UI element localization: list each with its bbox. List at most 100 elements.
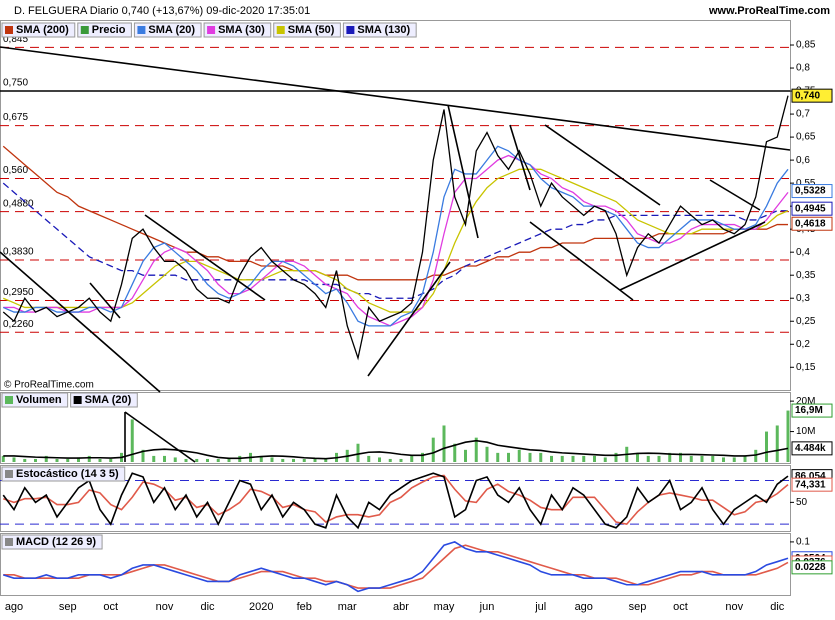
- last-value-label: 0,4945: [795, 203, 826, 214]
- last-value-label: 0.0228: [795, 562, 826, 573]
- bar: [324, 458, 328, 462]
- y-tick-label: 0,7: [796, 109, 810, 120]
- trend-line: [619, 221, 766, 291]
- legend-label: SMA (50): [288, 24, 335, 36]
- panel-frames: [0, 20, 791, 596]
- x-tick-label: dic: [770, 601, 785, 613]
- series-line: [2, 145, 789, 327]
- bar: [646, 455, 650, 462]
- legend-swatch: [5, 396, 13, 404]
- legend-box: [342, 22, 417, 38]
- y-tick-label: 0,4: [796, 247, 810, 258]
- bar: [152, 455, 156, 462]
- bar: [496, 452, 500, 462]
- legend-box: [273, 22, 341, 38]
- x-tick-label: sep: [59, 601, 77, 613]
- bar: [227, 458, 231, 462]
- bar: [184, 458, 188, 462]
- bar: [421, 452, 424, 462]
- bar: [302, 458, 306, 462]
- bar: [431, 437, 435, 462]
- bar: [281, 458, 285, 462]
- bar: [786, 410, 790, 462]
- bar: [55, 458, 59, 462]
- bar: [485, 446, 489, 462]
- x-tick-label: nov: [725, 601, 743, 613]
- legend-label: SMA (30): [218, 24, 265, 36]
- bar: [378, 457, 381, 462]
- legend-label: SMA (20): [85, 394, 132, 406]
- bar: [668, 452, 672, 462]
- legend-label: SMA (200): [16, 24, 69, 36]
- legend-item: Estocástico (14 3 5): [1, 466, 126, 482]
- bar: [98, 458, 102, 462]
- bar: [44, 455, 48, 462]
- legend-item: SMA (200): [1, 22, 76, 38]
- trend-line: [0, 251, 161, 393]
- x-tick-label: jun: [479, 601, 495, 613]
- last-value-box: [791, 216, 833, 231]
- x-tick-label: 2020: [249, 601, 273, 613]
- macd-frame: [0, 533, 791, 596]
- legend-item: MACD (12 26 9): [1, 534, 103, 550]
- bar: [206, 458, 209, 462]
- legend-label: Precio: [92, 24, 126, 36]
- y-tick-label: 0,8: [796, 63, 810, 74]
- bar: [292, 458, 295, 462]
- legend-label: MACD (12 26 9): [16, 536, 96, 548]
- last-value-label: 74,331: [795, 479, 826, 490]
- legend-box: [1, 392, 69, 408]
- trend-lines: [0, 46, 791, 463]
- bar: [356, 443, 360, 462]
- legend-item: Precio: [77, 22, 132, 38]
- stoch-frame: [0, 465, 791, 532]
- y-tick-label: 10M: [796, 426, 815, 437]
- last-value-label: 16,9M: [795, 405, 823, 416]
- series-line: [2, 145, 788, 281]
- last-value-label: 0,4618: [795, 218, 826, 229]
- bar: [550, 455, 553, 462]
- bar: [528, 452, 532, 462]
- bar: [23, 458, 27, 462]
- legend-swatch: [5, 470, 13, 478]
- level-label: 0,2950: [3, 287, 34, 298]
- x-tick-label: sep: [629, 601, 647, 613]
- trend-line: [89, 282, 121, 319]
- x-tick-label: dic: [200, 601, 215, 613]
- legend-box: [1, 22, 76, 38]
- last-value-label: 86,054: [795, 471, 826, 482]
- last-value-label: 0,5328: [795, 186, 826, 197]
- bar: [657, 455, 661, 462]
- bar: [765, 431, 768, 462]
- legend-box: [1, 534, 103, 550]
- last-value-box: [791, 403, 833, 418]
- y-tick-label: 0,35: [796, 270, 816, 281]
- legend-swatch: [80, 26, 89, 34]
- volume-frame: [0, 392, 791, 464]
- trend-line: [367, 261, 451, 377]
- trend-line: [124, 411, 196, 463]
- trend-line: [544, 124, 661, 206]
- level-label: 0,675: [3, 112, 28, 123]
- legend-item: Volumen: [1, 392, 69, 408]
- bar: [689, 455, 693, 462]
- bar: [270, 457, 274, 462]
- legend-swatch: [137, 26, 146, 34]
- series-line: [2, 472, 789, 530]
- legend-box: [203, 22, 272, 38]
- bar: [711, 455, 715, 462]
- series-line: [3, 544, 789, 589]
- x-tick-label: may: [434, 601, 455, 613]
- legend-box: [77, 22, 132, 38]
- level-label: 0,2260: [3, 319, 34, 330]
- x-tick-label: nov: [156, 601, 174, 613]
- bar: [173, 457, 177, 462]
- x-tick-label: oct: [673, 601, 688, 613]
- bar: [216, 458, 220, 462]
- bar: [582, 455, 586, 462]
- price-frame: [0, 20, 791, 391]
- trend-line: [709, 179, 761, 211]
- bar: [259, 455, 263, 462]
- bar: [195, 458, 199, 462]
